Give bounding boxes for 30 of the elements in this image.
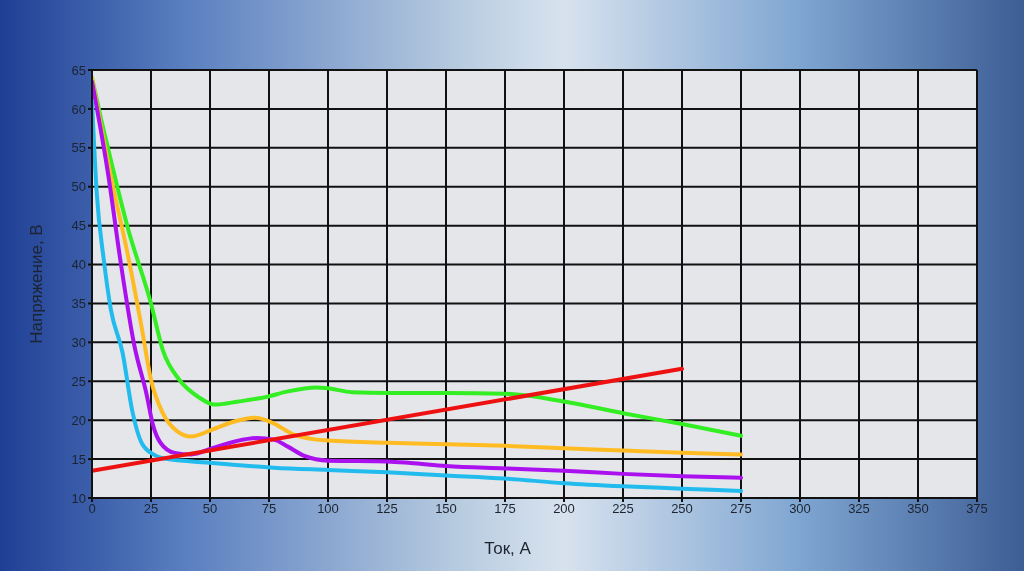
- y-tick-label: 65: [71, 62, 86, 78]
- x-tick-label: 375: [966, 501, 988, 517]
- x-tick-label: 200: [553, 501, 575, 517]
- x-tick-label: 300: [789, 501, 811, 517]
- y-tick-label: 10: [71, 490, 86, 506]
- y-tick-label: 15: [71, 451, 86, 467]
- x-tick-label: 125: [376, 501, 398, 517]
- x-tick-label: 100: [317, 501, 339, 517]
- y-tick-label: 25: [71, 373, 86, 389]
- y-tick-label: 30: [71, 334, 86, 350]
- y-tick-label: 35: [71, 296, 86, 312]
- y-tick-label: 40: [71, 257, 86, 273]
- x-tick-label: 250: [671, 501, 693, 517]
- x-tick-label: 75: [261, 501, 277, 517]
- y-tick-label: 45: [71, 218, 86, 234]
- x-axis-title: Ток, А: [484, 539, 532, 558]
- y-tick-label: 60: [71, 101, 86, 117]
- x-tick-label: 150: [435, 501, 457, 517]
- x-tick-label: 0: [88, 501, 96, 517]
- y-tick-label: 50: [71, 179, 86, 195]
- x-tick-label: 175: [494, 501, 516, 517]
- y-tick-label: 20: [71, 412, 86, 428]
- x-tick-label: 350: [907, 501, 929, 517]
- x-tick-label: 25: [143, 501, 159, 517]
- y-tick-label: 55: [71, 140, 86, 156]
- x-tick-label: 275: [730, 501, 752, 517]
- x-tick-label: 325: [848, 501, 870, 517]
- x-tick-label: 225: [612, 501, 634, 517]
- y-axis-title: Напряжение, В: [27, 224, 47, 344]
- x-tick-label: 50: [202, 501, 218, 517]
